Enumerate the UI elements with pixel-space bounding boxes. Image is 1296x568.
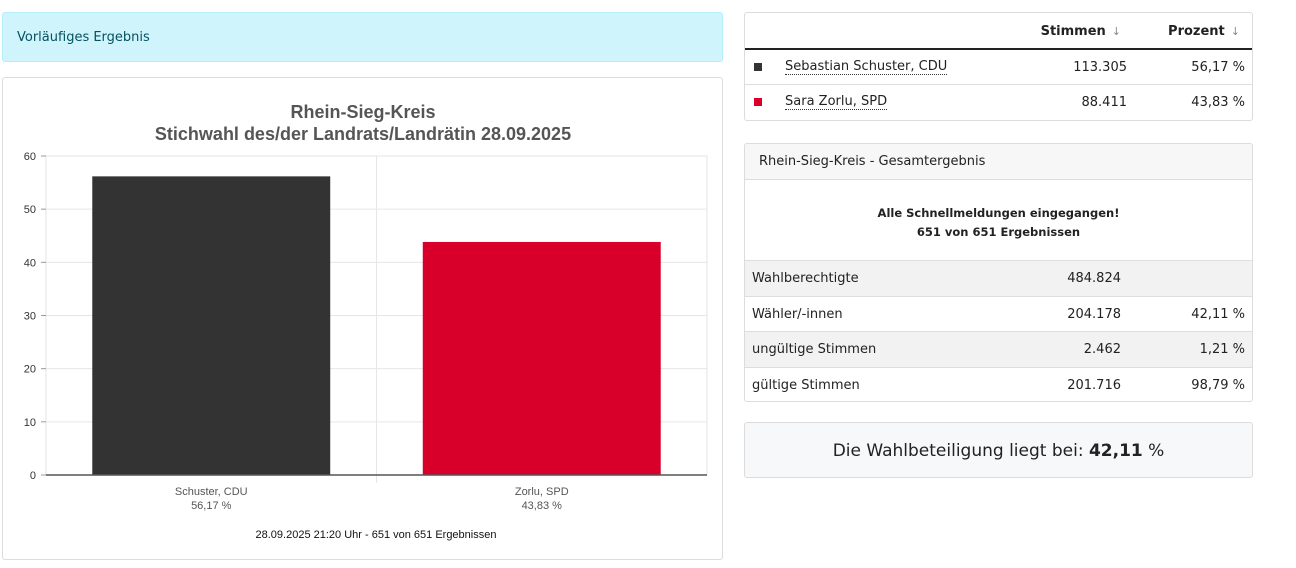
stat-value: 201.716 <box>1067 377 1121 393</box>
candidate-votes: 113.305 <box>1073 60 1127 75</box>
x-tick-label: Schuster, CDU <box>175 486 248 498</box>
candidate-percent: 56,17 % <box>1191 60 1245 75</box>
chart-title: Rhein-Sieg-Kreis <box>290 102 435 122</box>
candidate-votes: 88.411 <box>1081 95 1128 110</box>
sort-down-icon: ↓ <box>1230 25 1240 38</box>
y-tick-label: 0 <box>30 470 36 482</box>
percent-column-header[interactable]: Prozent ↓ <box>1168 24 1240 39</box>
stat-label: Wahlberechtigte <box>752 271 859 286</box>
table-row: Sebastian Schuster, CDU 113.305 56,17 % <box>745 50 1252 85</box>
y-tick-label: 20 <box>24 364 36 376</box>
color-swatch-icon <box>754 63 762 71</box>
bar-chart: Rhein-Sieg-Kreis Stichwahl des/der Landr… <box>24 102 708 541</box>
preliminary-result-banner: Vorläufiges Ergebnis <box>2 12 723 62</box>
stat-percent: 98,79 % <box>1191 377 1245 393</box>
notice-line-1: Alle Schnellmeldungen eingegangen! <box>877 206 1120 220</box>
stat-row-voters: Wähler/-innen 204.178 42,11 % <box>745 295 1252 332</box>
stat-label: Wähler/-innen <box>752 306 843 322</box>
y-tick-label: 30 <box>24 311 36 323</box>
notice-line-2: 651 von 651 Ergebnissen <box>916 225 1081 239</box>
stat-value: 204.178 <box>1067 306 1121 322</box>
stat-row-invalid: ungültige Stimmen 2.462 1,21 % <box>745 331 1252 367</box>
total-result-header: Rhein-Sieg-Kreis - Gesamtergebnis <box>745 144 1252 180</box>
total-result-card: Rhein-Sieg-Kreis - Gesamtergebnis Alle S… <box>744 143 1253 402</box>
x-tick-sublabel: 56,17 % <box>191 500 232 512</box>
stat-value: 2.462 <box>1083 342 1121 357</box>
turnout-prefix: Die Wahlbeteiligung liegt bei: <box>832 441 1084 461</box>
y-tick-label: 10 <box>24 417 36 429</box>
color-swatch-icon <box>754 98 762 106</box>
chart-subtitle: Stichwahl des/der Landrats/Landrätin 28.… <box>155 124 571 144</box>
sort-down-icon: ↓ <box>1111 25 1121 38</box>
reports-notice: Alle Schnellmeldungen eingegangen! 651 v… <box>745 180 1252 260</box>
y-tick-label: 50 <box>24 204 36 216</box>
stat-percent: 1,21 % <box>1199 342 1245 357</box>
chart-footer: 28.09.2025 21:20 Uhr - 651 von 651 Ergeb… <box>256 529 497 541</box>
turnout-unit: % <box>1148 441 1165 461</box>
x-tick-sublabel: 43,83 % <box>522 500 563 512</box>
table-header: Stimmen ↓ Prozent ↓ <box>745 13 1252 50</box>
stat-label: ungültige Stimmen <box>752 342 877 357</box>
stat-row-eligible: Wahlberechtigte 484.824 <box>745 260 1252 296</box>
stat-row-valid: gültige Stimmen 201.716 98,79 % <box>745 366 1252 402</box>
stat-value: 484.824 <box>1067 271 1121 286</box>
table-row: Sara Zorlu, SPD 88.411 43,83 % <box>745 85 1252 120</box>
x-tick-label: Zorlu, SPD <box>515 486 569 498</box>
banner-text: Vorläufiges Ergebnis <box>17 30 150 45</box>
stat-label: gültige Stimmen <box>752 377 860 393</box>
chart-card: Rhein-Sieg-Kreis Stichwahl des/der Landr… <box>2 77 723 560</box>
candidate-results-table: Stimmen ↓ Prozent ↓ Sebastian Schuster, CD… <box>744 12 1253 121</box>
candidate-name[interactable]: Sara Zorlu, SPD <box>785 94 888 110</box>
y-tick-label: 40 <box>24 257 36 269</box>
turnout-card: Die Wahlbeteiligung liegt bei: 42,11 % <box>744 422 1253 478</box>
candidate-percent: 43,83 % <box>1191 95 1245 110</box>
votes-column-header[interactable]: Stimmen ↓ <box>1040 24 1121 39</box>
bar[interactable] <box>422 241 661 475</box>
stat-percent: 42,11 % <box>1191 306 1245 322</box>
turnout-value: 42,11 <box>1088 441 1143 461</box>
bar[interactable] <box>92 176 331 475</box>
candidate-name[interactable]: Sebastian Schuster, CDU <box>785 59 948 75</box>
y-tick-label: 60 <box>24 151 36 163</box>
